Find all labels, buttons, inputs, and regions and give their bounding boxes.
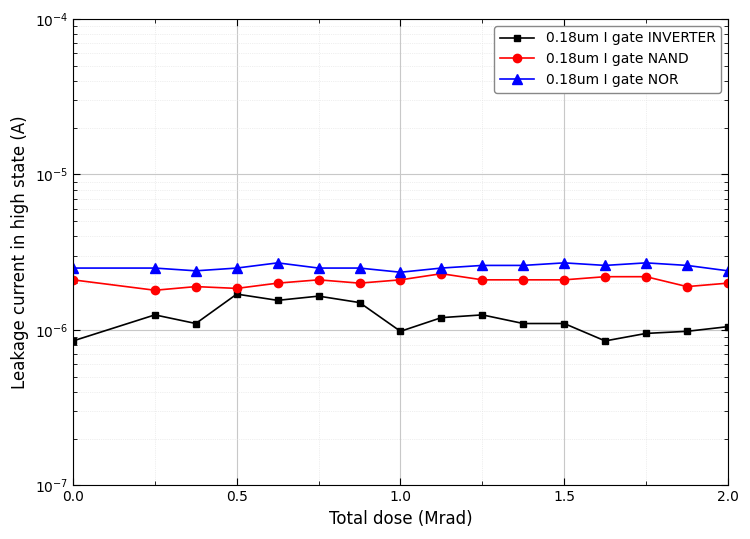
0.18um I gate INVERTER xyxy=(437,314,446,321)
0.18um I gate NOR xyxy=(641,260,650,266)
0.18um I gate INVERTER xyxy=(519,320,528,327)
0.18um I gate NAND xyxy=(191,284,200,290)
0.18um I gate NOR xyxy=(601,262,610,268)
0.18um I gate NAND xyxy=(519,277,528,283)
0.18um I gate NAND xyxy=(560,277,568,283)
Line: 0.18um I gate INVERTER: 0.18um I gate INVERTER xyxy=(70,291,731,344)
0.18um I gate NAND xyxy=(601,273,610,280)
0.18um I gate NAND xyxy=(355,280,364,286)
0.18um I gate NOR xyxy=(68,265,77,271)
0.18um I gate NAND xyxy=(232,285,242,292)
0.18um I gate NOR xyxy=(396,269,405,275)
0.18um I gate NOR xyxy=(560,260,568,266)
0.18um I gate NOR xyxy=(191,267,200,274)
0.18um I gate INVERTER xyxy=(151,312,160,318)
Legend: 0.18um I gate INVERTER, 0.18um I gate NAND, 0.18um I gate NOR: 0.18um I gate INVERTER, 0.18um I gate NA… xyxy=(494,26,721,93)
0.18um I gate INVERTER xyxy=(724,323,733,330)
X-axis label: Total dose (Mrad): Total dose (Mrad) xyxy=(328,510,472,528)
0.18um I gate NOR xyxy=(437,265,446,271)
0.18um I gate NOR xyxy=(478,262,487,268)
0.18um I gate INVERTER xyxy=(68,338,77,344)
Line: 0.18um I gate NAND: 0.18um I gate NAND xyxy=(69,270,732,294)
0.18um I gate INVERTER xyxy=(601,338,610,344)
0.18um I gate INVERTER xyxy=(232,291,242,298)
0.18um I gate NAND xyxy=(437,271,446,277)
0.18um I gate INVERTER xyxy=(396,328,405,335)
0.18um I gate NOR xyxy=(232,265,242,271)
0.18um I gate INVERTER xyxy=(314,293,323,299)
0.18um I gate NOR xyxy=(519,262,528,268)
0.18um I gate NAND xyxy=(151,287,160,294)
0.18um I gate INVERTER xyxy=(641,330,650,337)
0.18um I gate NAND xyxy=(641,273,650,280)
0.18um I gate NOR xyxy=(682,262,692,268)
0.18um I gate INVERTER xyxy=(273,297,282,303)
0.18um I gate INVERTER xyxy=(478,312,487,318)
0.18um I gate NAND xyxy=(682,284,692,290)
0.18um I gate INVERTER xyxy=(682,328,692,335)
0.18um I gate NOR xyxy=(273,260,282,266)
0.18um I gate NAND xyxy=(478,277,487,283)
0.18um I gate NAND xyxy=(68,277,77,283)
0.18um I gate INVERTER xyxy=(560,320,568,327)
0.18um I gate INVERTER xyxy=(355,299,364,306)
0.18um I gate NAND xyxy=(396,277,405,283)
0.18um I gate NOR xyxy=(151,265,160,271)
0.18um I gate NOR xyxy=(724,267,733,274)
0.18um I gate NAND xyxy=(314,277,323,283)
0.18um I gate NOR xyxy=(355,265,364,271)
0.18um I gate NOR xyxy=(314,265,323,271)
0.18um I gate NAND xyxy=(724,280,733,286)
0.18um I gate INVERTER xyxy=(191,320,200,327)
Line: 0.18um I gate NOR: 0.18um I gate NOR xyxy=(68,258,733,277)
0.18um I gate NAND xyxy=(273,280,282,286)
Y-axis label: Leakage current in high state (A): Leakage current in high state (A) xyxy=(11,115,29,389)
